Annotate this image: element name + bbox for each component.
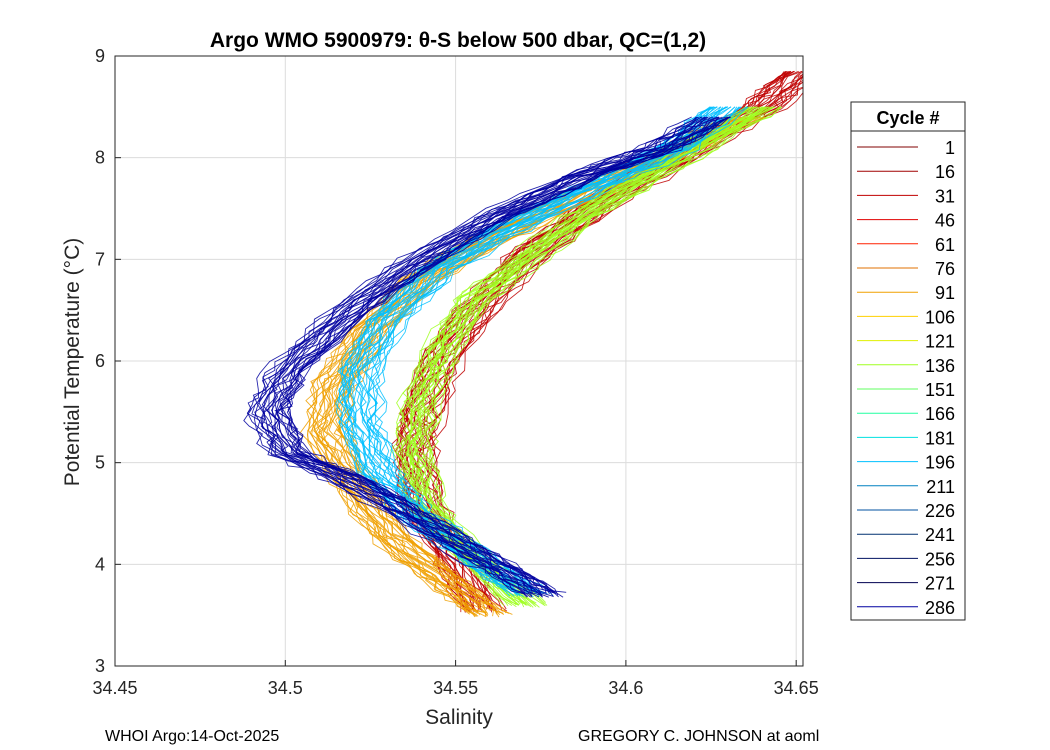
legend-label-1: 1 — [945, 138, 955, 158]
x-tick-label: 34.45 — [92, 678, 137, 698]
y-tick-label: 4 — [95, 554, 105, 574]
footer-right: GREGORY C. JOHNSON at aoml — [578, 728, 819, 745]
profile-line — [374, 106, 749, 597]
legend-label-16: 16 — [935, 162, 955, 182]
y-axis-label: Potential Temperature (°C) — [61, 238, 84, 486]
y-tick-label: 3 — [95, 656, 105, 676]
profile-line — [251, 116, 703, 598]
x-tick-label: 34.6 — [608, 678, 643, 698]
legend: Cycle # 11631466176911061211361511661811… — [850, 101, 966, 621]
profile-line — [424, 106, 782, 603]
legend-label-271: 271 — [925, 574, 955, 594]
legend-label-196: 196 — [925, 453, 955, 473]
profile-line — [362, 106, 736, 593]
profile-line — [330, 116, 756, 614]
legend-label-256: 256 — [925, 549, 955, 569]
profile-line — [328, 116, 754, 615]
profile-line — [286, 116, 731, 593]
legend-label-31: 31 — [935, 186, 955, 206]
legend-label-226: 226 — [925, 501, 955, 521]
y-axis-ticks: 3 4 5 6 7 8 9 — [95, 46, 121, 676]
legend-label-286: 286 — [925, 598, 955, 618]
legend-label-181: 181 — [925, 428, 955, 448]
y-tick-label: 7 — [95, 249, 105, 269]
x-tick-label: 34.55 — [433, 678, 478, 698]
profile-line — [243, 116, 692, 595]
profile-line — [263, 116, 711, 594]
legend-label-61: 61 — [935, 235, 955, 255]
legend-label-151: 151 — [925, 380, 955, 400]
profile-line — [274, 116, 719, 598]
profile-line — [262, 116, 706, 598]
profile-line — [246, 116, 697, 595]
profile-line — [430, 92, 803, 612]
y-tick-label: 6 — [95, 351, 105, 371]
legend-label-166: 166 — [925, 404, 955, 424]
y-tick-label: 5 — [95, 453, 105, 473]
legend-label-121: 121 — [925, 332, 955, 352]
legend-label-241: 241 — [925, 525, 955, 545]
x-tick-label: 34.5 — [268, 678, 303, 698]
legend-entries: 1 16 31 46 61 76 91 106 121 136 151 166 181 196 211 226… — [857, 138, 955, 618]
legend-label-91: 91 — [935, 283, 955, 303]
x-axis-label: Salinity — [425, 706, 493, 729]
legend-label-46: 46 — [935, 211, 955, 231]
profile-line — [427, 106, 782, 606]
chart-title: Argo WMO 5900979: θ-S below 500 dbar, QC… — [210, 29, 706, 52]
legend-box — [850, 101, 966, 621]
profile-line — [413, 106, 772, 606]
plot-area: 34.45 34.5 34.55 34.6 34.65 3 4 5 6 7 8 9 — [92, 46, 819, 698]
data-lines — [243, 70, 803, 618]
profile-line — [428, 86, 803, 610]
legend-label-76: 76 — [935, 259, 955, 279]
legend-label-106: 106 — [925, 307, 955, 327]
series-4 — [243, 116, 732, 598]
profile-line — [266, 116, 719, 597]
legend-label-136: 136 — [925, 356, 955, 376]
x-tick-label: 34.65 — [774, 678, 819, 698]
y-tick-label: 9 — [95, 46, 105, 66]
profile-line — [426, 79, 803, 613]
profile-line — [320, 116, 742, 617]
footer-left: WHOI Argo:14-Oct-2025 — [105, 728, 279, 745]
legend-label-211: 211 — [926, 477, 955, 497]
x-axis-ticks: 34.45 34.5 34.55 34.6 34.65 — [92, 660, 819, 698]
y-tick-label: 8 — [95, 148, 105, 168]
profile-line — [276, 116, 727, 595]
legend-title: Cycle # — [876, 108, 939, 128]
